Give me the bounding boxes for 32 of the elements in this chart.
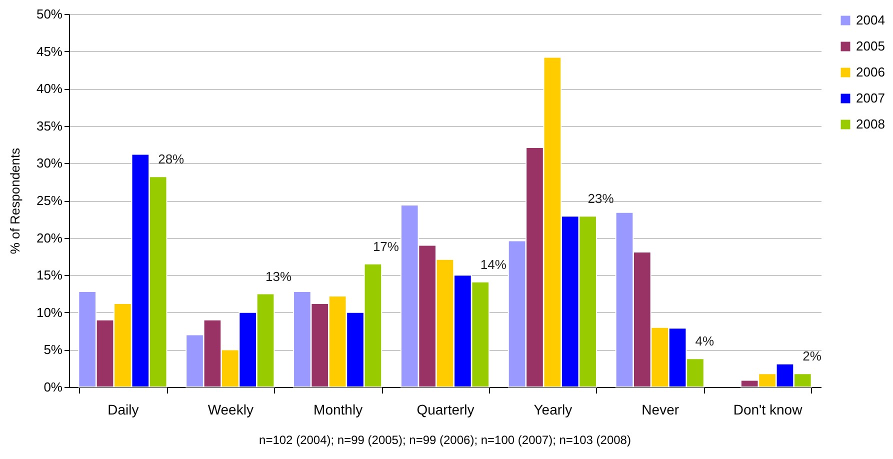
legend-label: 2006: [856, 64, 885, 80]
x-tick-label: Weekly: [208, 402, 254, 418]
y-tick-label: 0%: [44, 380, 63, 394]
y-tick-label: 30%: [36, 156, 63, 171]
y-tick-label: 25%: [36, 193, 63, 208]
text: n=102 (2004); n=99 (2005); n=99 (2006); n=100 (2007); n=103 (2008): [259, 433, 631, 447]
y-tick-label: 20%: [36, 230, 63, 246]
y-axis-title: % of Respondents: [7, 147, 22, 254]
x-tick-label: Never: [642, 402, 680, 418]
data-label: 17%: [372, 238, 400, 254]
data-label: 28%: [158, 152, 185, 167]
y-tick-label: 45%: [36, 44, 63, 59]
legend-label: 2005: [856, 38, 885, 54]
data-label: 13%: [266, 268, 292, 284]
data-label: 23%: [588, 191, 614, 206]
y-tick-label: 50%: [36, 6, 63, 22]
x-tick-label: Daily: [108, 402, 139, 418]
y-tick-label: 15%: [36, 268, 63, 283]
x-tick-label: Monthly: [314, 402, 363, 418]
legend-label: 2007: [856, 90, 885, 106]
x-tick-label: Yearly: [534, 402, 572, 418]
y-tick-label: 5%: [44, 342, 63, 358]
y-tick-label: 10%: [36, 304, 63, 320]
legend-label: 2008: [856, 116, 885, 132]
y-tick-label: 35%: [36, 118, 63, 134]
x-tick-label: Quarterly: [416, 402, 474, 418]
data-label: 14%: [480, 256, 507, 272]
y-tick-label: 40%: [36, 81, 63, 96]
x-tick-label: Don't know: [733, 402, 804, 418]
data-label: 2%: [802, 348, 822, 364]
data-label: 4%: [695, 334, 714, 349]
legend-label: 2004: [856, 12, 885, 28]
